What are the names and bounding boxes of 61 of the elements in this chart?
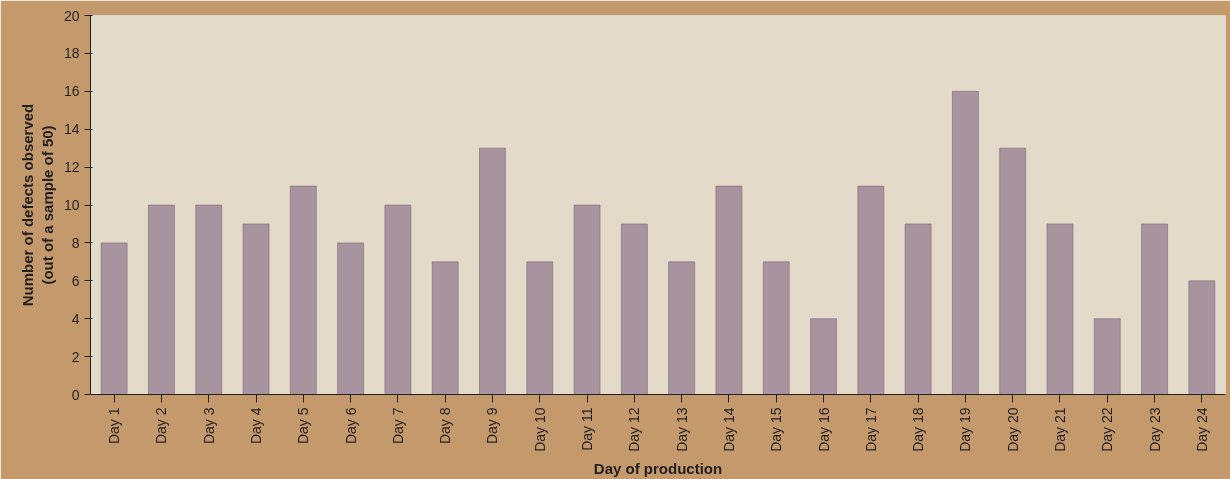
x-tick-label: Day 20 (1004, 407, 1021, 452)
x-tick-label: Day 19 (957, 407, 974, 452)
y-tick-label: 14 (63, 121, 80, 138)
y-tick-label: 16 (63, 83, 80, 100)
x-tick-label: Day 3 (200, 407, 217, 445)
x-tick-label: Day 9 (484, 407, 501, 445)
x-tick-label: Day 6 (342, 407, 359, 445)
x-tick-label: Day 15 (768, 407, 785, 452)
bar (715, 185, 743, 395)
bar (148, 204, 175, 395)
bar (1188, 280, 1216, 395)
bar (762, 261, 790, 395)
bar (668, 261, 695, 395)
y-tick-label: 18 (63, 45, 80, 62)
y-axis-title: Number of defects observed (out of a sample of 50) (18, 103, 56, 307)
y-tick-label: 4 (71, 310, 80, 327)
y-tick-label: 8 (71, 234, 80, 251)
bar (1094, 318, 1121, 395)
y-tick-label: 6 (71, 272, 80, 289)
bar (526, 261, 554, 395)
y-tick-label: 2 (71, 348, 80, 365)
bar (479, 147, 506, 395)
x-tick-label: Day 11 (579, 407, 596, 451)
bar (100, 242, 128, 395)
x-tick-label: Day 16 (815, 407, 832, 452)
x-tick-label: Day 10 (531, 407, 548, 452)
bar (573, 204, 601, 395)
x-tick-label: Day 12 (626, 407, 643, 452)
x-tick-label: Day 8 (437, 407, 454, 445)
bar (810, 318, 837, 395)
y-tick-label: 0 (71, 386, 80, 403)
bar (337, 242, 364, 395)
bar (904, 223, 932, 395)
bar (290, 185, 317, 395)
x-tick-label: Day 14 (720, 407, 737, 452)
x-tick-label: Day 24 (1193, 407, 1210, 452)
x-tick-label: Day 4 (248, 407, 265, 445)
bar (1046, 223, 1074, 395)
bar (195, 204, 222, 395)
y-tick-label: 12 (63, 159, 80, 176)
bar (1141, 223, 1168, 395)
x-tick-label: Day 21 (1051, 407, 1068, 452)
bar (952, 91, 979, 395)
x-tick-label: Day 17 (862, 407, 879, 452)
x-tick-label: Day 22 (1099, 407, 1116, 452)
bar (431, 261, 459, 395)
bar (384, 204, 412, 395)
y-tick-label: 20 (63, 7, 80, 24)
x-axis-title: Day of production (593, 459, 723, 477)
bar (242, 223, 270, 395)
x-tick-label: Day 5 (295, 407, 312, 445)
x-tick-label: Day 13 (673, 407, 690, 452)
x-tick-label: Day 18 (910, 407, 927, 452)
y-tick-label: 10 (63, 197, 80, 213)
bar (999, 147, 1026, 395)
x-tick-label: Day 2 (153, 407, 170, 445)
bar (857, 185, 885, 395)
x-tick-label: Day 23 (1146, 407, 1163, 452)
x-tick-label: Day 1 (106, 407, 123, 445)
x-tick-label: Day 7 (389, 407, 406, 445)
bar (621, 223, 648, 395)
